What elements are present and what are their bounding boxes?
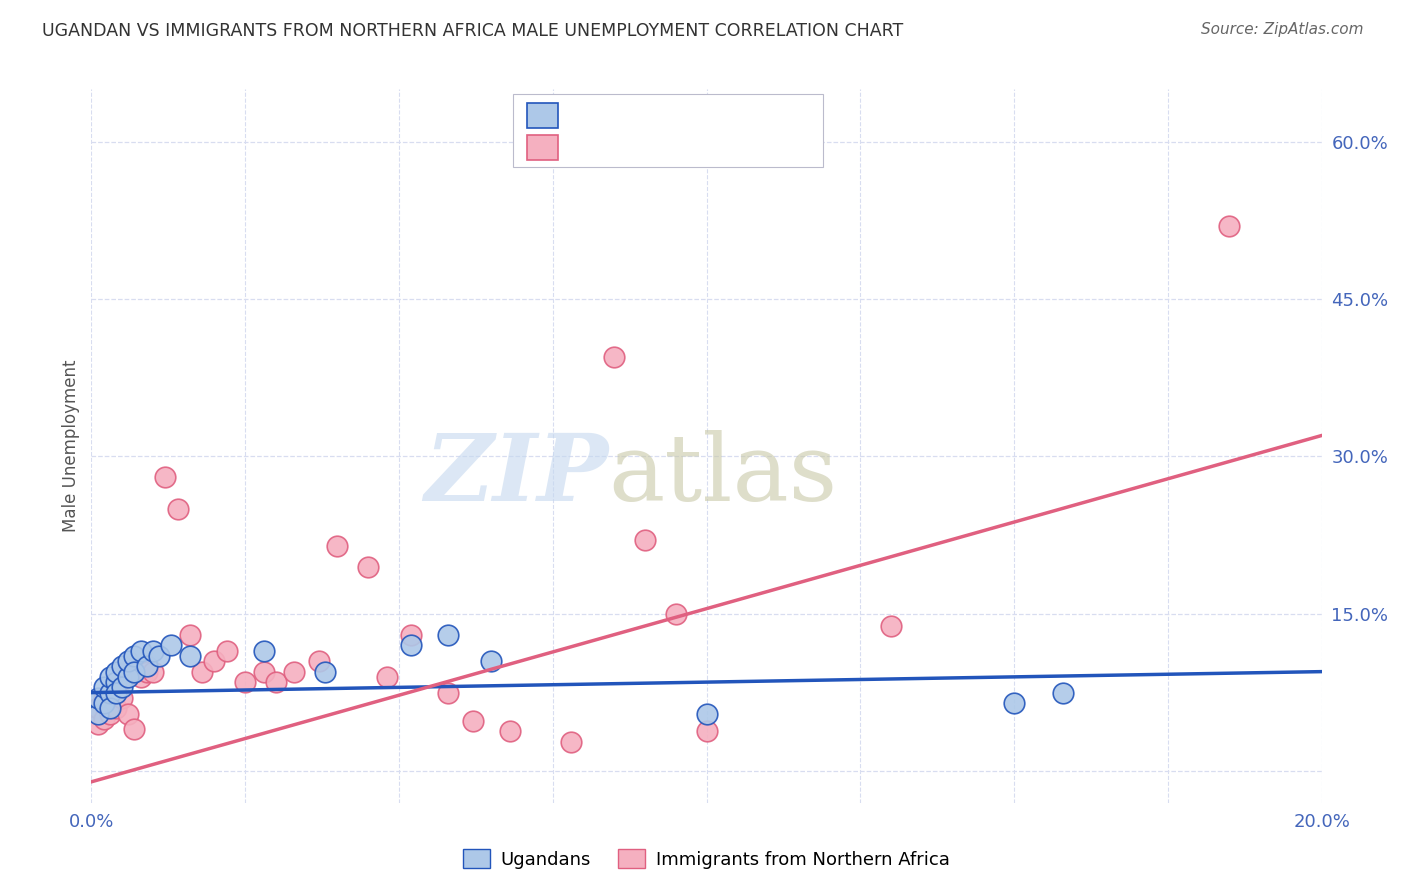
Point (129, 643, 152, 657)
Point (117, 670, 139, 684)
Point (117, 654, 139, 668)
Point (1218, 219, 1240, 233)
Text: atlas: atlas (607, 430, 838, 519)
Point (86, 690, 108, 705)
Point (93, 690, 115, 705)
Point (93, 712, 115, 726)
Text: UGANDAN VS IMMIGRANTS FROM NORTHERN AFRICA MALE UNEMPLOYMENT CORRELATION CHART: UGANDAN VS IMMIGRANTS FROM NORTHERN AFRI… (42, 22, 904, 40)
Point (665, 607, 688, 621)
Point (129, 670, 152, 684)
Point (1052, 685, 1074, 699)
Point (117, 706, 139, 721)
Point (437, 628, 460, 642)
Point (105, 685, 127, 699)
Point (634, 533, 657, 548)
Text: 30: 30 (707, 107, 733, 125)
Text: R =: R = (569, 107, 609, 125)
Point (105, 681, 127, 695)
Text: 41: 41 (707, 138, 733, 156)
Point (98, 706, 121, 721)
Point (880, 619, 903, 633)
Text: Source: ZipAtlas.com: Source: ZipAtlas.com (1201, 22, 1364, 37)
Point (111, 659, 134, 673)
Point (696, 724, 718, 739)
Point (124, 723, 146, 737)
Point (111, 681, 134, 695)
Point (86, 706, 108, 721)
Point (479, 654, 502, 668)
Point (148, 648, 170, 663)
Point (153, 470, 177, 484)
Point (560, 735, 582, 749)
Point (233, 675, 256, 690)
Point (86, 717, 108, 731)
Legend: Ugandans, Immigrants from Northern Africa: Ugandans, Immigrants from Northern Afric… (456, 842, 957, 876)
Text: 0.086: 0.086 (609, 107, 666, 125)
Point (160, 639, 183, 653)
Point (98, 685, 121, 699)
Point (191, 665, 214, 679)
Text: N =: N = (665, 107, 717, 125)
Text: 0.665: 0.665 (609, 138, 665, 156)
Point (142, 665, 165, 679)
Point (215, 643, 238, 657)
Point (93, 696, 115, 710)
Point (314, 665, 336, 679)
Point (437, 685, 460, 699)
Point (375, 670, 398, 684)
Point (111, 670, 134, 684)
Point (105, 665, 127, 679)
Point (105, 701, 127, 715)
Point (142, 643, 165, 657)
Point (179, 628, 201, 642)
Point (283, 665, 305, 679)
Point (461, 714, 484, 728)
Point (326, 539, 349, 553)
Y-axis label: Male Unemployment: Male Unemployment (62, 359, 80, 533)
Point (166, 502, 188, 516)
Point (357, 559, 380, 574)
Point (111, 690, 134, 705)
Point (498, 724, 520, 739)
Point (124, 665, 146, 679)
Text: N =: N = (665, 138, 717, 156)
Point (86, 701, 108, 715)
Point (696, 706, 718, 721)
Point (253, 665, 276, 679)
Text: ZIP: ZIP (423, 430, 607, 519)
Point (135, 665, 157, 679)
Point (98, 685, 121, 699)
Point (264, 675, 287, 690)
Point (98, 670, 121, 684)
Point (308, 654, 330, 668)
Point (98, 701, 121, 715)
Point (1002, 696, 1025, 710)
Point (117, 665, 139, 679)
Point (93, 681, 115, 695)
Text: R =: R = (569, 138, 609, 156)
Point (135, 659, 157, 673)
Point (124, 648, 146, 663)
Point (603, 350, 626, 364)
Point (399, 628, 422, 642)
Point (179, 648, 201, 663)
Point (253, 643, 276, 657)
Point (399, 639, 422, 653)
Point (202, 654, 225, 668)
Point (105, 675, 127, 690)
